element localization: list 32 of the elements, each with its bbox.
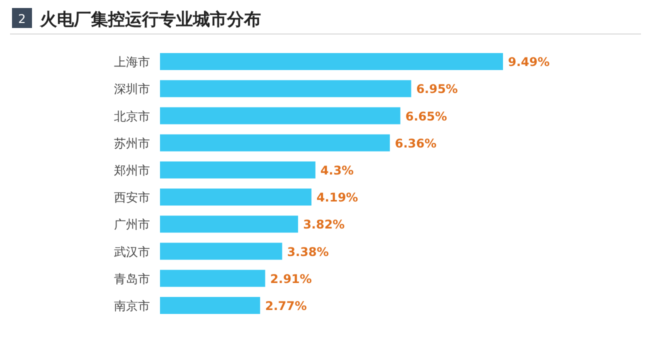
y-tick-label: 武汉市 — [114, 244, 150, 259]
y-tick-label: 郑州市 — [114, 163, 150, 178]
y-tick-label: 青岛市 — [114, 272, 150, 286]
bar — [160, 80, 412, 98]
data-label: 2.77% — [265, 298, 307, 313]
bar — [160, 188, 312, 206]
data-label: 6.95% — [416, 82, 458, 96]
chart-title: 火电厂集控运行专业城市分布 — [40, 10, 261, 30]
bar — [160, 216, 298, 233]
data-label: 6.36% — [394, 136, 437, 150]
data-label: 4.3% — [320, 163, 354, 178]
data-label: 4.19% — [316, 190, 358, 205]
y-tick-label: 南京市 — [114, 298, 150, 313]
bar — [160, 53, 503, 70]
y-tick-label: 苏州市 — [114, 136, 150, 150]
data-label: 2.91% — [270, 272, 312, 286]
y-tick-label: 西安市 — [114, 190, 150, 205]
data-label: 6.65% — [405, 109, 447, 124]
y-tick-label: 广州市 — [114, 218, 150, 232]
bar — [160, 296, 260, 314]
bar — [160, 270, 266, 287]
data-label: 9.49% — [508, 55, 550, 70]
data-label: 3.82% — [303, 218, 345, 232]
bar — [160, 242, 282, 260]
bar — [160, 134, 390, 152]
y-tick-label: 北京市 — [114, 109, 150, 124]
data-label: 3.38% — [287, 244, 329, 259]
bar — [160, 161, 316, 178]
y-tick-label: 上海市 — [114, 55, 150, 70]
y-tick-label: 深圳市 — [114, 82, 150, 96]
text: 2 — [18, 12, 26, 26]
bar — [160, 107, 400, 124]
